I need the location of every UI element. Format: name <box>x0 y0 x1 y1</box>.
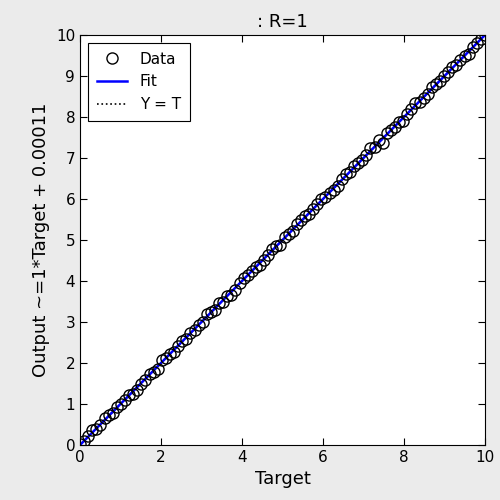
X-axis label: Target: Target <box>254 470 310 488</box>
Y-axis label: Output ~=1*Target + 0.00011: Output ~=1*Target + 0.00011 <box>32 103 50 377</box>
Legend: Data, Fit, Y = T: Data, Fit, Y = T <box>88 42 190 121</box>
Title: : R=1: : R=1 <box>257 12 308 30</box>
